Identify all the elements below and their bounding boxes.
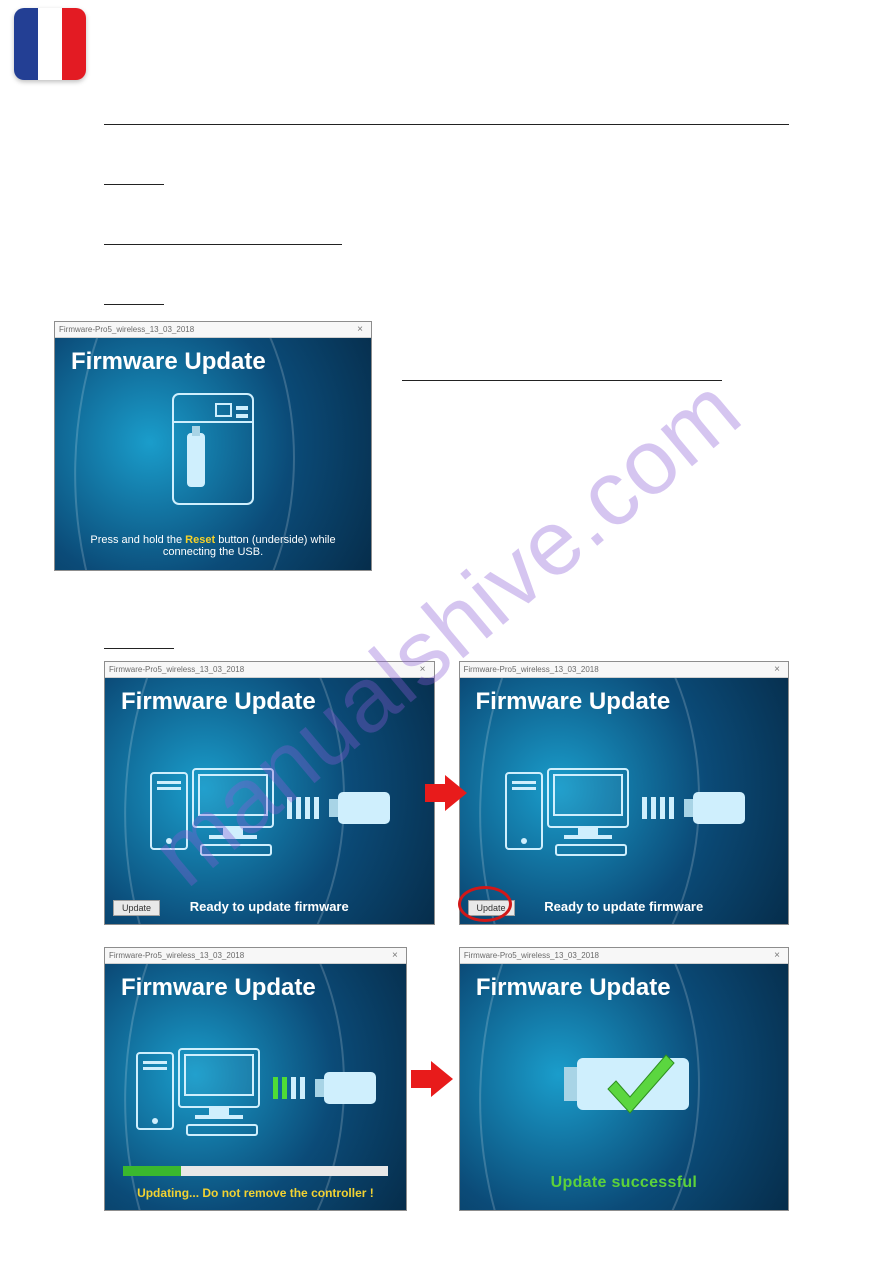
pc-usb-art — [105, 716, 434, 889]
fw-window-connect: Firmware-Pro5_wireless_13_03_2018 × Firm… — [54, 321, 372, 571]
close-icon[interactable]: × — [353, 324, 367, 335]
fw-heading: Firmware Update — [476, 974, 671, 1002]
pc-transfer-icon — [494, 733, 754, 873]
step4b-label: ÉTAPE 4 — [104, 617, 789, 631]
window-title: Firmware-Pro5_wireless_13_03_2018 — [109, 665, 244, 674]
window-titlebar: Firmware-Pro5_wireless_13_03_2018 × — [105, 948, 406, 964]
content-area: ÉTAPE 1 ÉTAPE 2 WWW.ICONSIM.EU/UPDATE ÉT… — [104, 84, 789, 1211]
underline — [402, 363, 722, 381]
status-ready: Ready to update firmware — [190, 889, 349, 924]
fw-body: Firmware Update — [105, 964, 406, 1210]
fw-window-ready-highlighted: Firmware-Pro5_wireless_13_03_2018 × Firm… — [459, 661, 790, 925]
underline — [104, 631, 174, 649]
pc-usb-art — [460, 716, 789, 889]
window-title: Firmware-Pro5_wireless_13_03_2018 — [59, 325, 194, 334]
scanner-icon — [138, 376, 288, 526]
window-title: Firmware-Pro5_wireless_13_03_2018 — [464, 665, 599, 674]
update-button[interactable]: Update — [113, 900, 160, 916]
fw-heading: Firmware Update — [121, 688, 316, 716]
window-titlebar: Firmware-Pro5_wireless_13_03_2018 × — [460, 662, 789, 678]
step2-label: ÉTAPE 2 — [104, 213, 789, 227]
window-titlebar: Firmware-Pro5_wireless_13_03_2018 × — [55, 322, 371, 338]
fw-heading: Firmware Update — [121, 974, 316, 1002]
divider — [104, 124, 789, 125]
step1-label: ÉTAPE 1 — [104, 153, 789, 167]
window-title: Firmware-Pro5_wireless_13_03_2018 — [464, 951, 599, 960]
update-sequence-row2: Firmware-Pro5_wireless_13_03_2018 × Firm… — [104, 947, 789, 1211]
underline-link[interactable]: WWW.ICONSIM.EU/UPDATE — [104, 227, 342, 245]
underline — [104, 287, 164, 305]
window-titlebar: Firmware-Pro5_wireless_13_03_2018 × — [460, 948, 788, 964]
french-flag-icon — [14, 8, 86, 80]
scanner-art — [55, 376, 371, 526]
red-circle-annotation — [458, 886, 512, 922]
status-success: Update successful — [551, 1160, 697, 1210]
connect-instruction: Press and hold the Reset button (undersi… — [55, 526, 371, 570]
close-icon[interactable]: × — [388, 950, 402, 961]
page-title: PRO.5 — [104, 26, 173, 53]
progress-fill — [123, 1166, 181, 1176]
red-arrow-icon — [411, 1057, 455, 1101]
progress-bar — [123, 1166, 388, 1176]
red-arrow-icon — [425, 771, 469, 815]
step3-row: Firmware-Pro5_wireless_13_03_2018 × Firm… — [54, 321, 789, 571]
update-sequence-row1: Firmware-Pro5_wireless_13_03_2018 × Firm… — [104, 661, 789, 925]
fw-body: Firmware Update Update successful — [460, 964, 788, 1210]
step4-label: ÉTAPE 4 — [402, 349, 789, 363]
fw-window-updating: Firmware-Pro5_wireless_13_03_2018 × Firm… — [104, 947, 407, 1211]
close-icon[interactable]: × — [416, 664, 430, 675]
pc-usb-art — [105, 1002, 406, 1166]
fw-window-ready: Firmware-Pro5_wireless_13_03_2018 × Firm… — [104, 661, 435, 925]
window-title: Firmware-Pro5_wireless_13_03_2018 — [109, 951, 244, 960]
fw-body: Firmware Update — [105, 678, 434, 924]
pc-transfer-active-icon — [125, 1019, 385, 1149]
step3-label: ÉTAPE 3 — [104, 273, 789, 287]
fw-body: Firmware Update Press and hold the Re — [55, 338, 371, 570]
status-ready: Ready to update firmware — [544, 889, 703, 924]
fw-window-success: Firmware-Pro5_wireless_13_03_2018 × Firm… — [459, 947, 789, 1211]
flag-stripe-red — [62, 8, 86, 80]
usb-success-art — [460, 1002, 788, 1160]
flag-stripe-white — [38, 8, 62, 80]
fw-heading: Firmware Update — [71, 348, 266, 376]
window-titlebar: Firmware-Pro5_wireless_13_03_2018 × — [105, 662, 434, 678]
page-number: 12 — [828, 1229, 841, 1243]
pc-transfer-icon — [139, 733, 399, 873]
flag-stripe-blue — [14, 8, 38, 80]
fw-heading: Firmware Update — [476, 688, 671, 716]
close-icon[interactable]: × — [770, 950, 784, 961]
fw-body: Firmware Update — [460, 678, 789, 924]
status-updating: Updating... Do not remove the controller… — [137, 1180, 374, 1210]
usb-check-icon — [524, 1021, 724, 1141]
underline — [104, 167, 164, 185]
close-icon[interactable]: × — [770, 664, 784, 675]
